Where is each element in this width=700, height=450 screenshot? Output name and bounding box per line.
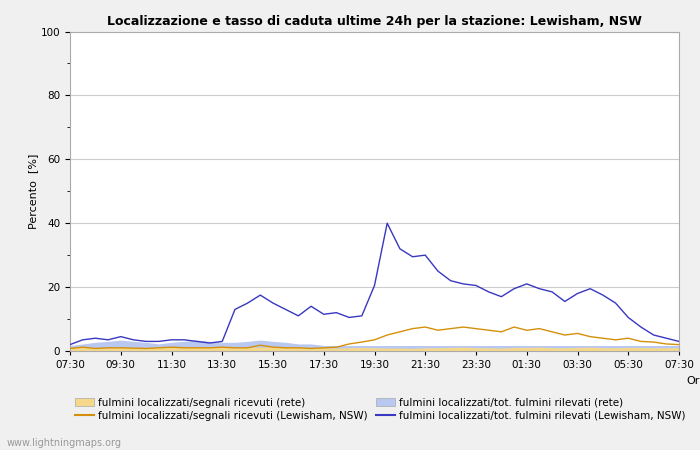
Title: Localizzazione e tasso di caduta ultime 24h per la stazione: Lewisham, NSW: Localizzazione e tasso di caduta ultime … [107, 14, 642, 27]
Text: www.lightningmaps.org: www.lightningmaps.org [7, 438, 122, 448]
Text: Orario: Orario [686, 376, 700, 386]
Y-axis label: Percento  [%]: Percento [%] [28, 153, 38, 229]
Legend: fulmini localizzati/segnali ricevuti (rete), fulmini localizzati/segnali ricevut: fulmini localizzati/segnali ricevuti (re… [75, 398, 685, 421]
